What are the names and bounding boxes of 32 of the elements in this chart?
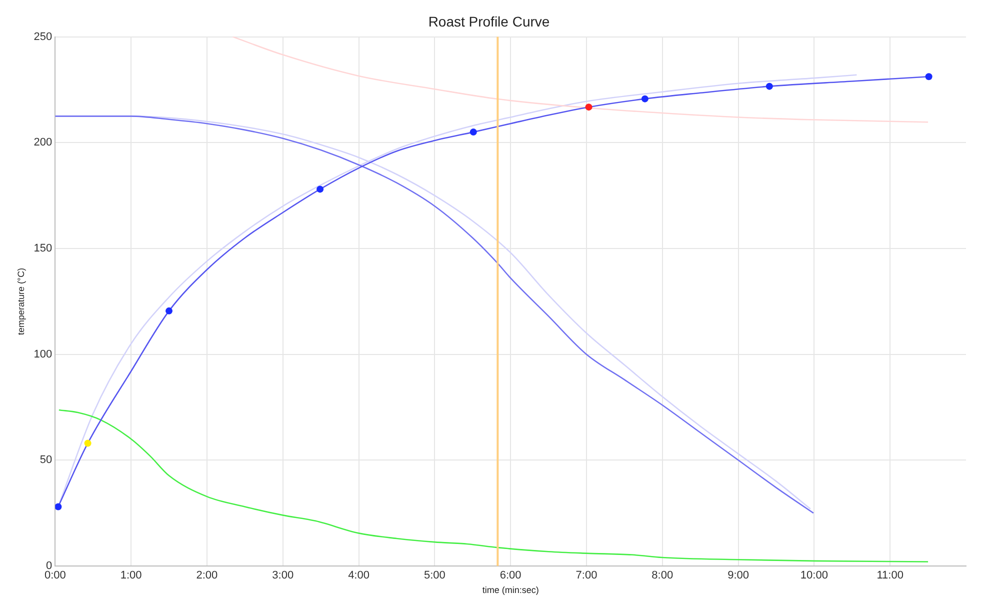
point xyxy=(316,186,324,193)
y-axis-title: temperature (°C) xyxy=(16,268,26,335)
x-tick-label: 4:00 xyxy=(348,570,370,582)
line-series xyxy=(232,36,929,123)
point xyxy=(55,503,62,510)
x-tick-label: 0:00 xyxy=(44,570,66,582)
y-tick-label: 100 xyxy=(34,348,52,360)
y-tick-label: 200 xyxy=(34,136,52,149)
x-tick-label: 3:00 xyxy=(272,570,294,582)
x-tick-label: 1:00 xyxy=(120,570,142,582)
x-axis-title: time (min:sec) xyxy=(482,585,539,596)
y-tick-label: 250 xyxy=(34,30,52,43)
point xyxy=(641,95,648,102)
y-tick-label: 0 xyxy=(46,560,52,572)
point xyxy=(166,307,173,314)
line-series xyxy=(58,409,929,562)
x-tick-label: 10:00 xyxy=(800,570,828,582)
x-tick-label: 11:00 xyxy=(876,570,904,582)
point xyxy=(925,73,932,80)
point xyxy=(766,82,773,90)
x-tick-label: 5:00 xyxy=(424,570,446,582)
y-tick-label: 150 xyxy=(34,242,52,255)
chart-title: Roast Profile Curve xyxy=(428,13,550,30)
point xyxy=(585,104,592,111)
x-tick-label: 6:00 xyxy=(500,570,522,582)
x-tick-label: 8:00 xyxy=(652,570,674,582)
point xyxy=(470,128,477,136)
y-tick-label: 50 xyxy=(40,454,52,466)
x-tick-label: 9:00 xyxy=(728,570,749,582)
x-tick-label: 2:00 xyxy=(196,570,218,582)
x-tick-label: 7:00 xyxy=(576,570,598,582)
point xyxy=(84,440,92,447)
